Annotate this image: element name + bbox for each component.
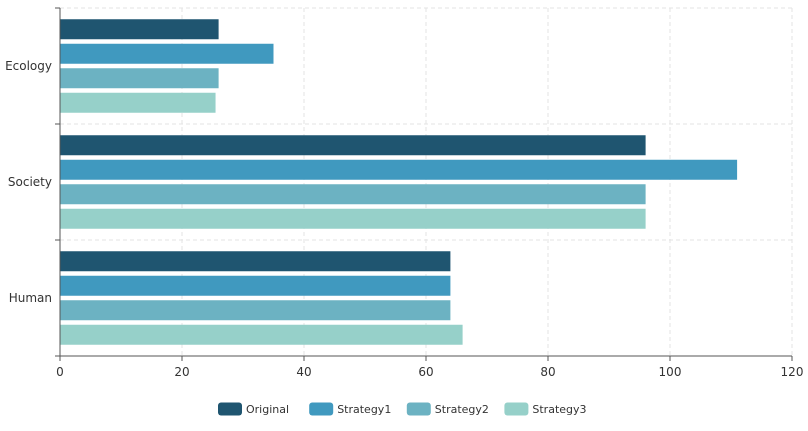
legend: Original Strategy1 Strategy2 Strategy3	[218, 402, 587, 416]
legend-swatch-original[interactable]	[218, 402, 242, 416]
bar-society-strategy3	[60, 208, 646, 229]
x-tick-label-120: 120	[781, 365, 804, 379]
legend-label-original[interactable]: Original	[246, 403, 289, 416]
axes: Ecology Society Human 0 20 40 60 80 100 120	[5, 7, 804, 379]
bar-ecology-strategy2	[60, 68, 219, 89]
legend-label-strategy2[interactable]: Strategy2	[435, 403, 489, 416]
bar-human-strategy2	[60, 300, 451, 321]
y-tick-label-society: Society	[8, 175, 52, 189]
legend-label-strategy1[interactable]: Strategy1	[337, 403, 391, 416]
legend-label-strategy3[interactable]: Strategy3	[532, 403, 586, 416]
x-tick-label-60: 60	[418, 365, 433, 379]
y-tick-label-ecology: Ecology	[5, 59, 52, 73]
x-tick-label-100: 100	[659, 365, 682, 379]
bar-human-strategy3	[60, 324, 463, 345]
bars	[60, 19, 738, 345]
bar-society-original	[60, 135, 646, 156]
bar-society-strategy1	[60, 159, 738, 180]
legend-swatch-strategy1[interactable]	[309, 402, 334, 416]
bar-ecology-original	[60, 19, 219, 40]
bar-human-strategy1	[60, 275, 451, 296]
legend-swatch-strategy2[interactable]	[406, 402, 431, 416]
bar-ecology-strategy1	[60, 43, 274, 64]
x-tick-label-0: 0	[56, 365, 64, 379]
x-tick-label-20: 20	[174, 365, 189, 379]
legend-swatch-strategy3[interactable]	[504, 402, 529, 416]
x-tick-label-40: 40	[296, 365, 311, 379]
bar-ecology-strategy3	[60, 92, 216, 113]
bar-society-strategy2	[60, 184, 646, 205]
grid-lines	[60, 7, 793, 356]
x-tick-label-80: 80	[540, 365, 555, 379]
y-tick-label-human: Human	[9, 291, 52, 305]
bar-human-original	[60, 251, 451, 272]
